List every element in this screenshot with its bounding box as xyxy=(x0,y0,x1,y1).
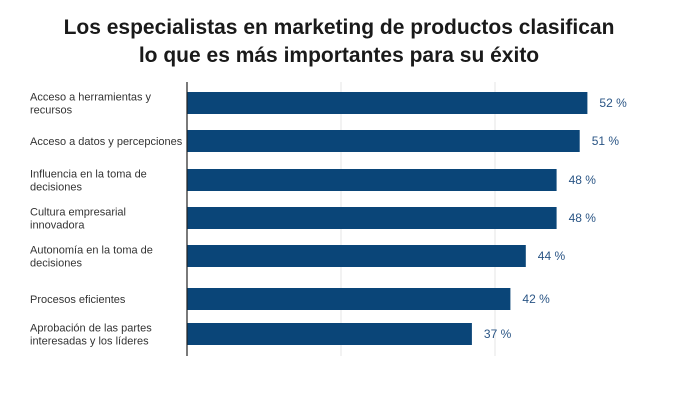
category-label: Influencia en la toma de decisiones xyxy=(30,169,147,194)
title-line-1: Los especialistas en marketing de produc… xyxy=(63,16,615,39)
category-label: Acceso a herramientas y recursos xyxy=(30,92,152,117)
category-label: Cultura empresarial innovadora xyxy=(30,207,126,232)
chart-title: Los especialistas en marketing de produc… xyxy=(0,14,678,70)
value-label: 51 % xyxy=(592,134,620,148)
bar xyxy=(187,245,526,267)
title-line-2: lo que es más importantes para su éxito xyxy=(138,44,540,67)
bar xyxy=(187,92,588,114)
value-label: 52 % xyxy=(599,96,627,110)
bar xyxy=(187,130,580,152)
value-label: 48 % xyxy=(569,173,597,187)
category-label: Autonomía en la toma de decisiones xyxy=(30,245,153,270)
category-label: Acceso a datos y percepciones xyxy=(30,136,183,148)
value-label: 42 % xyxy=(522,292,550,306)
bar xyxy=(187,169,557,191)
bar xyxy=(187,323,472,345)
value-label: 44 % xyxy=(538,249,566,263)
bar xyxy=(187,288,511,310)
value-label: 48 % xyxy=(569,211,597,225)
bar xyxy=(187,207,557,229)
category-label: Aprobación de las partes interesadas y lo… xyxy=(30,323,152,348)
value-label: 37 % xyxy=(484,327,512,341)
category-label: Procesos eficientes xyxy=(30,294,126,306)
